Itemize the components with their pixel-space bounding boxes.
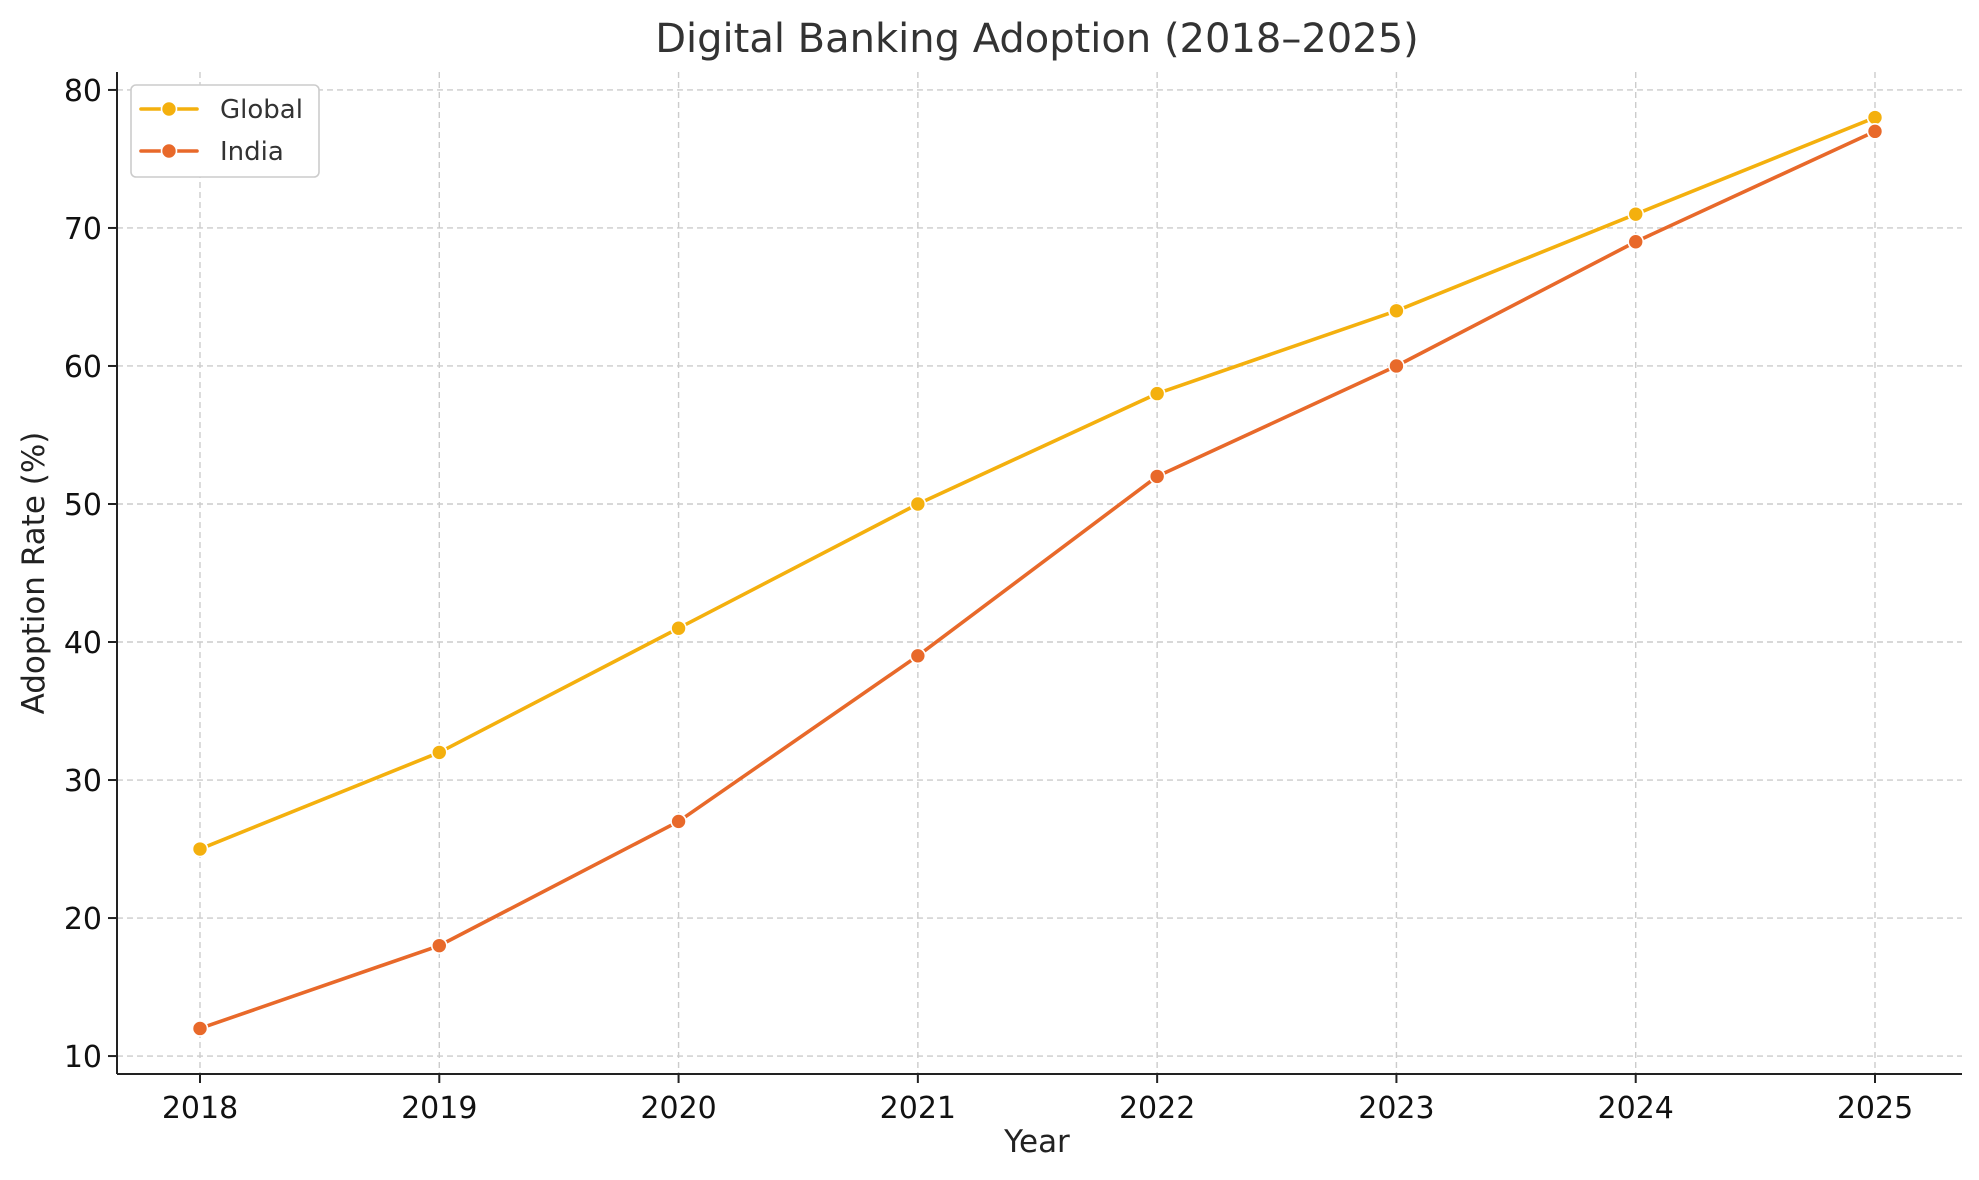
axes: 2018 2019 2020 2021 2022 2023 2024 2025 10 20 30 40… <box>64 72 1962 1126</box>
data-point-global <box>1388 302 1405 320</box>
y-tick-label: 70 <box>64 212 102 247</box>
x-axis-label: Year <box>1003 1124 1070 1160</box>
data-point-global <box>430 744 448 761</box>
x-tick-label: 2025 <box>1837 1091 1913 1126</box>
data-point-global <box>1627 205 1645 223</box>
data-point-global <box>1148 385 1166 402</box>
y-tick-label: 60 <box>64 350 102 385</box>
legend: Global India <box>130 84 320 178</box>
data-point-india <box>191 1020 209 1037</box>
legend-label-india: India <box>220 137 284 167</box>
legend-marker-india <box>160 142 178 160</box>
data-point-global <box>909 495 927 513</box>
data-point-global <box>1866 109 1884 126</box>
y-tick-label: 80 <box>64 74 102 109</box>
data-point-global <box>670 619 687 637</box>
x-tick-label: 2020 <box>640 1091 716 1126</box>
y-axis-label: Adoption Rate (%) <box>16 432 52 715</box>
x-tick-label: 2023 <box>1358 1091 1434 1126</box>
grid <box>117 72 1962 1074</box>
x-tick-label: 2022 <box>1119 1091 1195 1126</box>
y-tick-label: 10 <box>64 1040 102 1075</box>
x-tick-label: 2021 <box>880 1091 956 1126</box>
legend-item-global: Global <box>139 95 303 125</box>
data-point-india <box>1148 468 1166 485</box>
y-tick-label: 40 <box>64 626 102 661</box>
data-point-global <box>191 840 209 858</box>
series-layer <box>191 109 1884 1037</box>
y-tick-label: 50 <box>64 488 102 523</box>
chart-title: Digital Banking Adoption (2018–2025) <box>655 16 1419 62</box>
data-point-india <box>1627 233 1645 251</box>
data-point-india <box>1388 357 1405 375</box>
y-tick-label: 30 <box>64 764 102 799</box>
legend-item-india: India <box>139 137 284 167</box>
series-line-india <box>198 129 1877 1031</box>
series-india <box>191 123 1884 1037</box>
y-tick-label: 20 <box>64 902 102 937</box>
legend-label-global: Global <box>220 95 303 125</box>
data-point-india <box>909 647 927 665</box>
data-point-india <box>430 937 448 954</box>
data-point-india <box>1866 123 1884 140</box>
x-tick-label: 2018 <box>162 1091 238 1126</box>
series-global <box>191 109 1884 858</box>
series-line-global <box>198 115 1877 851</box>
data-point-india <box>670 813 687 830</box>
x-tick-label: 2024 <box>1598 1091 1674 1126</box>
x-tick-label: 2019 <box>401 1091 477 1126</box>
legend-marker-global <box>160 100 178 118</box>
